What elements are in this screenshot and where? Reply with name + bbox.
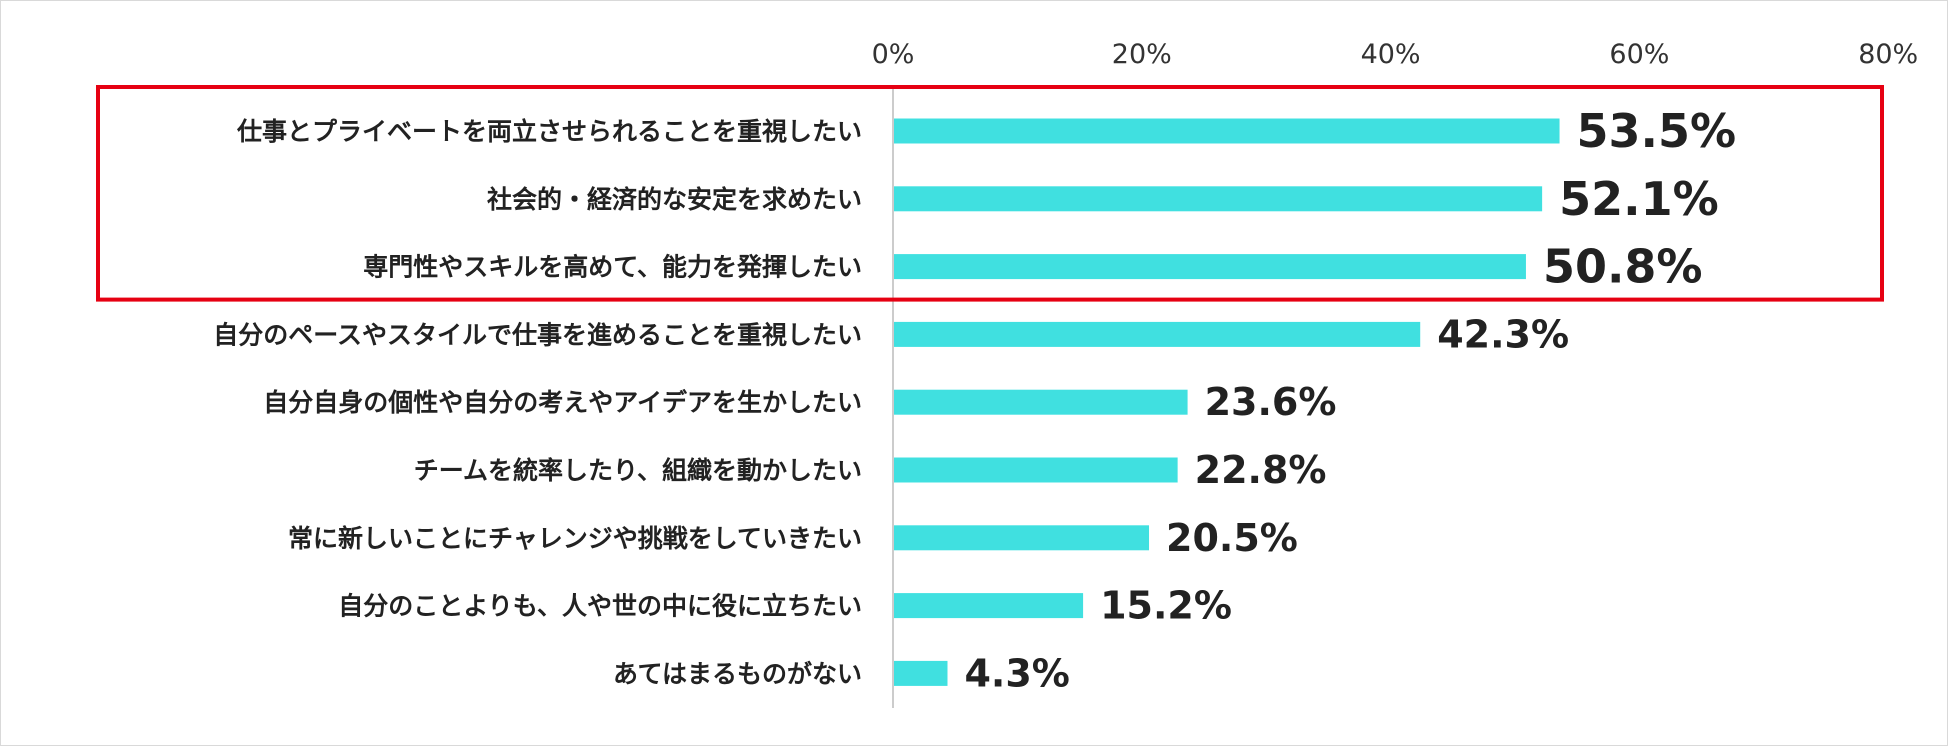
category-label: 自分自身の個性や自分の考えやアイデアを生かしたい: [263, 388, 862, 417]
bar: [894, 660, 948, 686]
data-label: 23.6%: [1205, 380, 1337, 424]
x-tick-label: 60%: [1609, 39, 1669, 70]
bar: [894, 525, 1150, 551]
category-label: 社会的・経済的な安定を求めたい: [487, 185, 862, 214]
category-label: あてはまるものがない: [613, 659, 862, 688]
data-label: 53.5%: [1577, 104, 1737, 158]
bar: [894, 321, 1421, 347]
data-label: 4.3%: [964, 651, 1069, 695]
bar: [894, 457, 1178, 483]
data-label: 20.5%: [1166, 516, 1298, 560]
category-label: 自分のペースやスタイルで仕事を進めることを重視したい: [213, 320, 862, 349]
x-tick-label: 80%: [1858, 39, 1918, 70]
category-label: 専門性やスキルを高めて、能力を発揮したい: [363, 253, 862, 282]
category-label: チームを統率したり、組織を動かしたい: [414, 456, 862, 485]
bar: [894, 389, 1188, 415]
highlight-box: [96, 85, 1884, 302]
category-labels: 仕事とプライベートを両立させられることを重視したい社会的・経済的な安定を求めたい…: [213, 117, 862, 688]
bar: [894, 593, 1084, 619]
data-label: 50.8%: [1543, 240, 1703, 294]
data-label: 22.8%: [1195, 448, 1327, 492]
bar: [894, 254, 1526, 280]
data-labels: 53.5% 52.1% 50.8% 42.3% 23.6% 22.8% 20.5% 15.2%…: [964, 104, 1736, 695]
category-label: 常に新しいことにチャレンジや挑戦をしていきたい: [288, 524, 862, 553]
x-tick-label: 0%: [872, 39, 915, 70]
data-label: 52.1%: [1559, 172, 1719, 226]
data-label: 15.2%: [1100, 584, 1232, 628]
bar: [894, 118, 1560, 144]
bar-series: [894, 118, 1560, 686]
x-tick-label: 20%: [1112, 39, 1172, 70]
data-label: 42.3%: [1437, 312, 1569, 356]
category-label: 自分のことよりも、人や世の中に役に立ちたい: [338, 592, 862, 621]
x-axis-ticks: 0% 20% 40% 60% 80%: [872, 39, 1919, 70]
bar: [894, 186, 1543, 212]
x-tick-label: 40%: [1361, 39, 1421, 70]
category-label: 仕事とプライベートを両立させられることを重視したい: [236, 117, 862, 146]
